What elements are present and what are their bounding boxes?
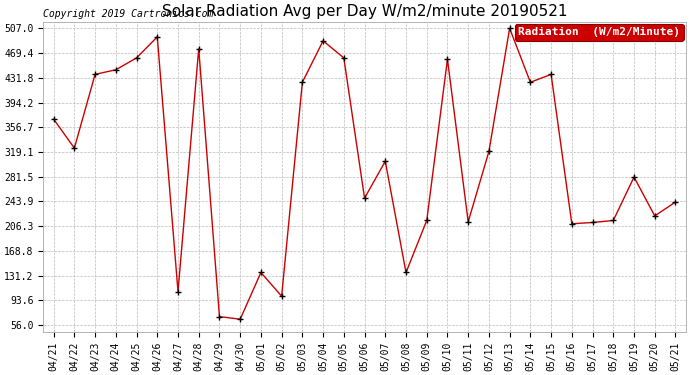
- Title: Solar Radiation Avg per Day W/m2/minute 20190521: Solar Radiation Avg per Day W/m2/minute …: [161, 4, 567, 19]
- Legend: Radiation  (W/m2/Minute): Radiation (W/m2/Minute): [515, 24, 684, 40]
- Text: Copyright 2019 Cartronics.com: Copyright 2019 Cartronics.com: [43, 9, 214, 19]
